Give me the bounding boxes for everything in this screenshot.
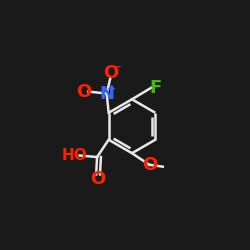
Text: ⁻: ⁻ [114,63,121,76]
Text: HO: HO [62,148,88,163]
Text: O: O [76,82,92,100]
Text: F: F [149,79,162,97]
Text: O: O [142,156,157,174]
Text: N: N [99,84,114,102]
Text: O: O [103,64,118,82]
Text: O: O [90,170,106,188]
Text: +: + [107,84,116,94]
